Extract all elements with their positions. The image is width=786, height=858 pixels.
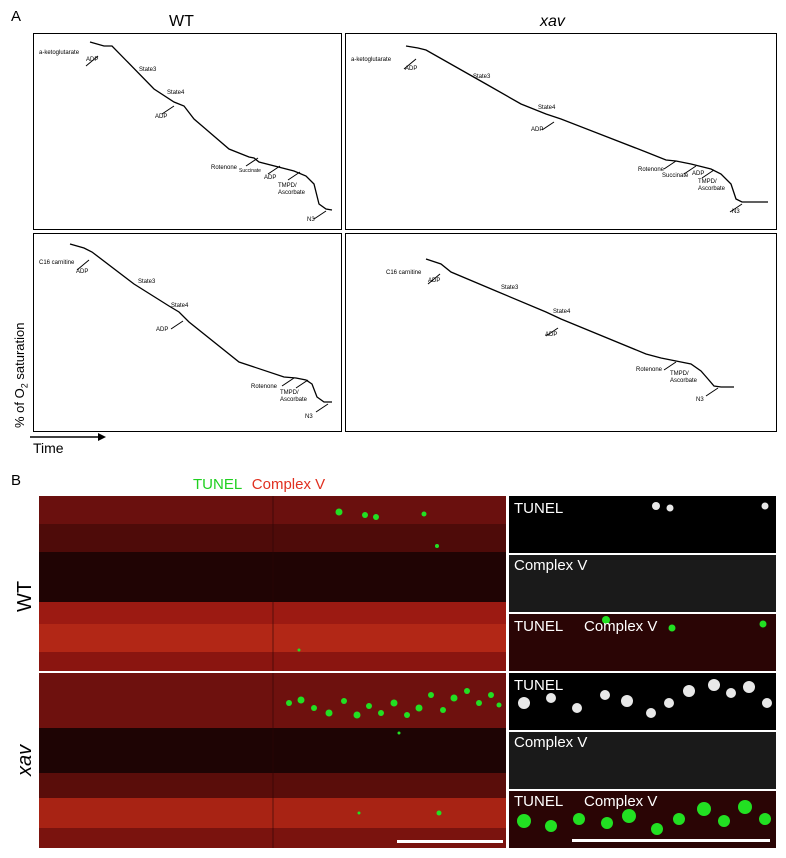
label-state4: State4 — [167, 90, 185, 96]
label-adp-2: ADP — [155, 114, 168, 120]
scale-bar-main — [397, 840, 503, 843]
inset-label-tunel: TUNEL — [514, 793, 564, 810]
inset-xav-tunel: TUNEL — [509, 673, 776, 730]
panel-a-letter: A — [11, 8, 22, 25]
label-ascorbate: Ascorbate — [280, 397, 308, 403]
column-title-wt: WT — [169, 13, 194, 30]
inset-label-tunel: TUNEL — [514, 677, 564, 694]
label-adp-1: ADP — [405, 66, 418, 72]
x-axis-label: Time — [33, 440, 64, 456]
label-adp-2: ADP — [531, 127, 544, 133]
label-tmpd: TMPD/ — [698, 179, 717, 185]
panel-b-letter: B — [11, 472, 22, 489]
inset-label-complex-v: Complex V — [584, 618, 658, 635]
inset-wt-merge: TUNEL Complex V — [509, 614, 776, 671]
trace-box-xav-alpha-ketoglutarate: a-ketoglutarate ADP State3 State4 ADP Ro… — [345, 33, 777, 230]
time-arrow — [30, 433, 106, 441]
inset-xav-complex-v: Complex V — [509, 732, 776, 789]
label-substrate: C16 carnitine — [386, 270, 422, 276]
label-ascorbate: Ascorbate — [670, 378, 698, 384]
label-succinate: Succinate — [662, 173, 689, 179]
label-adp-1: ADP — [86, 57, 99, 63]
micrograph-wt-main — [39, 496, 506, 671]
label-state3: State3 — [473, 74, 491, 80]
label-ascorbate: Ascorbate — [698, 186, 726, 192]
label-substrate: C16 carnitine — [39, 260, 75, 266]
label-rotenone: Rotenone — [251, 384, 278, 390]
legend-tunel: TUNEL — [193, 476, 242, 493]
inset-label-complex-v: Complex V — [584, 793, 658, 810]
inset-wt-complex-v: Complex V — [509, 555, 776, 612]
label-state3: State3 — [139, 67, 157, 73]
label-adp-3: ADP — [692, 171, 705, 177]
inset-label-complex-v: Complex V — [514, 734, 588, 751]
trace-xav-bottom — [425, 258, 734, 397]
trace-box-xav-c16-carnitine: C16 carnitine ADP State3 State4 ADP Rote… — [345, 233, 777, 432]
label-state3: State3 — [138, 279, 156, 285]
trace-wt-top — [85, 41, 333, 220]
label-n3: N3 — [305, 414, 313, 420]
label-adp-2: ADP — [156, 327, 169, 333]
trace-xav-top — [403, 45, 768, 213]
inset-label-tunel: TUNEL — [514, 500, 564, 517]
legend: TUNEL Complex V — [193, 476, 325, 493]
inset-xav-merge: TUNEL Complex V — [509, 791, 776, 848]
label-state3: State3 — [501, 285, 519, 291]
label-tmpd: TMPD/ — [278, 183, 297, 189]
label-state4: State4 — [553, 309, 571, 315]
label-adp-2: ADP — [545, 332, 558, 338]
y-axis-label: % of O2 saturation — [12, 322, 30, 428]
scale-bar-inset — [572, 839, 770, 842]
micrograph-xav-main — [39, 673, 506, 848]
label-ascorbate: Ascorbate — [278, 190, 306, 196]
label-rotenone: Rotenone — [211, 165, 238, 171]
label-adp-1: ADP — [428, 278, 441, 284]
label-substrate: a-ketoglutarate — [351, 57, 392, 63]
row-label-xav: xav — [14, 744, 36, 776]
label-adp-1: ADP — [76, 269, 89, 275]
inset-label-tunel: TUNEL — [514, 618, 564, 635]
label-succinate: Succinate — [239, 168, 261, 174]
label-tmpd: TMPD/ — [670, 371, 689, 377]
label-n3: N3 — [307, 217, 315, 223]
label-n3: N3 — [732, 209, 740, 215]
label-substrate: a-ketoglutarate — [39, 50, 80, 56]
label-adp-3: ADP — [264, 175, 277, 181]
label-tmpd: TMPD/ — [280, 390, 299, 396]
label-n3: N3 — [696, 397, 704, 403]
trace-box-wt-alpha-ketoglutarate: a-ketoglutarate ADP State3 State4 ADP Ro… — [33, 33, 342, 230]
label-state4: State4 — [538, 105, 556, 111]
label-rotenone: Rotenone — [636, 367, 663, 373]
trace-wt-bottom — [69, 243, 332, 413]
legend-complex-v: Complex V — [251, 476, 326, 493]
inset-wt-tunel: TUNEL — [509, 496, 776, 553]
label-state4: State4 — [171, 303, 189, 309]
label-rotenone: Rotenone — [638, 167, 665, 173]
column-title-xav: xav — [540, 13, 565, 30]
row-label-wt: WT — [14, 580, 36, 612]
trace-box-wt-c16-carnitine: C16 carnitine ADP State3 State4 ADP Rote… — [33, 233, 342, 432]
inset-label-complex-v: Complex V — [514, 557, 588, 574]
